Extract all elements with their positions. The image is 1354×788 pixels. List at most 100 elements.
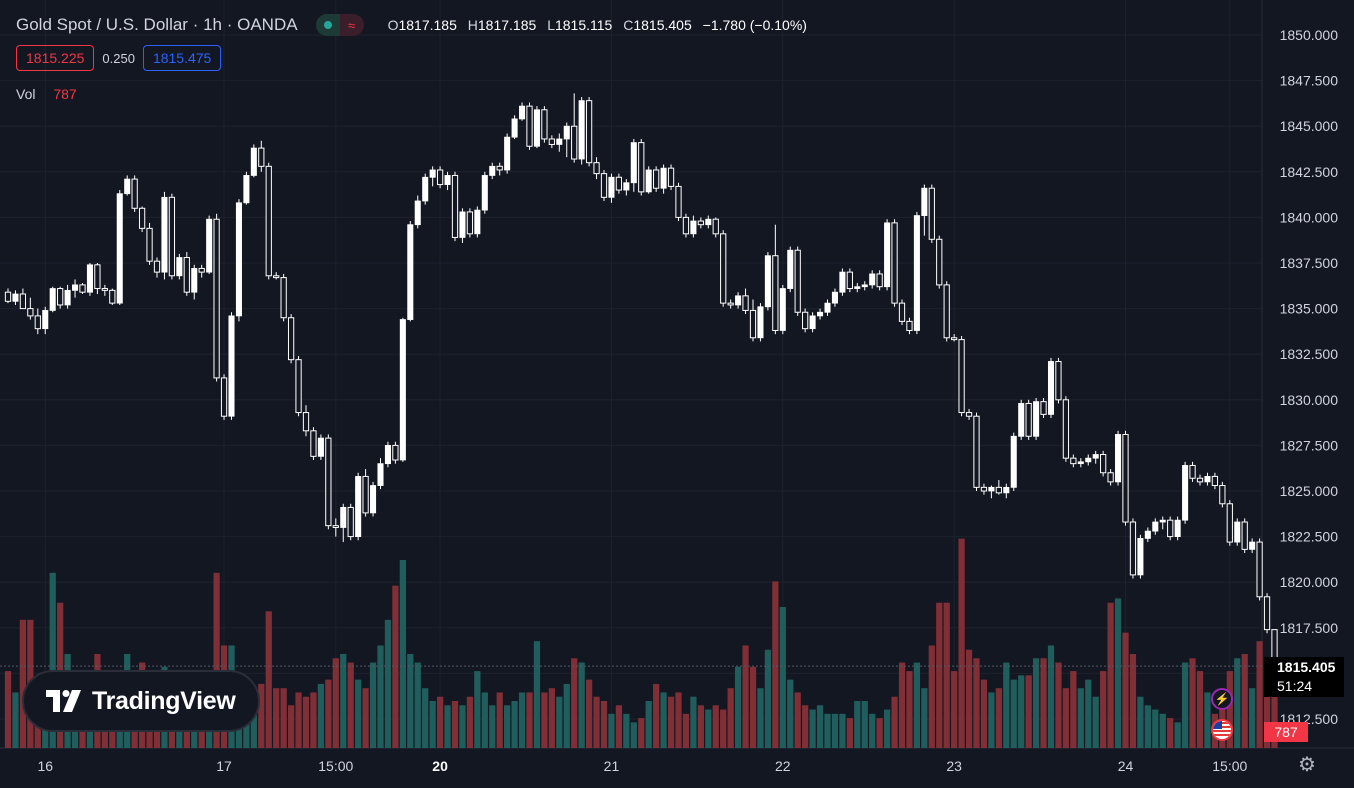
price-tick-label: 1835.000 — [1280, 301, 1339, 317]
candle-body — [27, 308, 34, 317]
volume-bar — [310, 692, 317, 748]
volume-bar — [504, 705, 511, 748]
price-tick-label: 1847.500 — [1280, 73, 1339, 89]
volume-bar — [772, 581, 779, 748]
candle-body — [399, 319, 406, 461]
candle-body — [1182, 465, 1189, 521]
us-flag-icon — [1213, 721, 1231, 739]
ohlc-values: O1817.185 H1817.185 L1815.115 C1815.405 … — [388, 17, 814, 33]
buy-price-button[interactable]: 1815.475 — [142, 45, 222, 71]
volume-axis-tag: 787 — [1264, 722, 1308, 742]
candle-body — [436, 169, 444, 186]
volume-bar — [675, 692, 682, 748]
candle-body — [310, 430, 317, 457]
volume-bar — [831, 713, 839, 748]
volume-bar — [19, 619, 27, 748]
volume-bar — [749, 666, 757, 748]
candle-body — [973, 415, 980, 488]
candle-body — [168, 196, 176, 277]
volume-bar — [355, 679, 362, 748]
volume-bar — [585, 679, 593, 748]
us-flag-event-icon[interactable] — [1211, 719, 1233, 741]
candle-body — [1159, 519, 1166, 523]
candle-body — [1003, 486, 1010, 494]
volume-bar — [898, 662, 906, 748]
candle-body — [965, 412, 973, 417]
candle-body — [384, 444, 391, 465]
candle-body — [42, 310, 49, 330]
candle-body — [809, 315, 816, 330]
gear-icon[interactable]: ⚙ — [1298, 754, 1316, 776]
price-tick-label: 1825.000 — [1280, 483, 1339, 499]
candle-body — [72, 284, 79, 291]
volume-bar — [533, 641, 541, 748]
time-tick-label: 22 — [775, 758, 791, 774]
candle-body — [64, 289, 71, 306]
last-price-label: 1815.405 51:24 — [1264, 657, 1344, 697]
candle-body — [720, 233, 727, 304]
volume-bar — [496, 692, 503, 748]
symbol-title[interactable]: Gold Spot / U.S. Dollar · 1h · OANDA — [16, 15, 298, 34]
candle-body — [79, 284, 86, 293]
volume-legend[interactable]: Vol 787 — [16, 86, 77, 102]
volume-bar — [392, 585, 399, 748]
candle-body — [407, 224, 414, 320]
candle-body — [183, 257, 190, 293]
low-label: L — [547, 17, 555, 33]
candle-body — [94, 264, 101, 290]
candle-body — [191, 268, 198, 293]
time-axis[interactable]: 16 17 15:00 20 21 22 23 24 15:00 — [37, 758, 1247, 774]
candle-body — [414, 200, 421, 226]
volume-bar — [4, 671, 12, 748]
high-value: 1817.185 — [477, 17, 537, 33]
candle-body — [34, 315, 41, 330]
symbol-name: Gold Spot / U.S. Dollar — [16, 15, 188, 34]
candle-body — [109, 289, 116, 304]
price-axis[interactable]: 1850.000 1847.500 1845.000 1842.500 1840.000… — [1280, 27, 1339, 727]
low-value: 1815.115 — [554, 17, 613, 33]
volume-bar — [653, 683, 660, 748]
candle-body — [936, 238, 943, 286]
tradingview-logo-text: TradingView — [92, 686, 236, 715]
candle-body — [1077, 461, 1084, 465]
volume-bar — [861, 701, 868, 748]
candlesticks — [4, 93, 1278, 672]
candle-body — [124, 178, 131, 195]
volume-bar — [1152, 709, 1159, 748]
time-tick-label: 21 — [604, 758, 620, 774]
market-status[interactable]: ≈ — [315, 14, 364, 36]
time-tick-label: 23 — [946, 758, 962, 774]
volume-bar — [824, 713, 831, 748]
volume-bar — [764, 649, 772, 748]
candle-body — [772, 255, 779, 331]
candle-body — [1085, 457, 1092, 463]
tradingview-logo-icon — [46, 690, 81, 712]
candle-body — [630, 142, 637, 184]
volume-bar — [1122, 632, 1129, 748]
candle-body — [1234, 521, 1241, 543]
volume-bar — [287, 705, 295, 748]
candle-body — [489, 165, 496, 176]
volume-bar — [779, 607, 786, 748]
lightning-event-icon[interactable]: ⚡ — [1211, 688, 1233, 710]
wave-icon[interactable]: ≈ — [339, 14, 364, 36]
volume-bar — [250, 692, 257, 748]
sell-price-button[interactable]: 1815.225 — [16, 45, 95, 71]
price-tick-label: 1850.000 — [1280, 27, 1339, 43]
candle-body — [854, 286, 861, 289]
volume-bar — [980, 679, 988, 748]
price-tick-label: 1822.500 — [1280, 529, 1339, 545]
volume-bar — [727, 688, 734, 748]
candle-body — [370, 485, 377, 514]
volume-bar — [1271, 680, 1278, 748]
candle-body — [1018, 403, 1025, 437]
candle-body — [474, 209, 481, 235]
volume-bar — [444, 705, 451, 748]
tradingview-logo[interactable]: TradingView — [22, 670, 260, 732]
volume-bar — [1040, 658, 1047, 748]
volume-bar — [1092, 696, 1099, 748]
candle-body — [1196, 477, 1204, 483]
market-open-badge[interactable] — [315, 14, 340, 36]
volume-bar — [399, 560, 406, 748]
